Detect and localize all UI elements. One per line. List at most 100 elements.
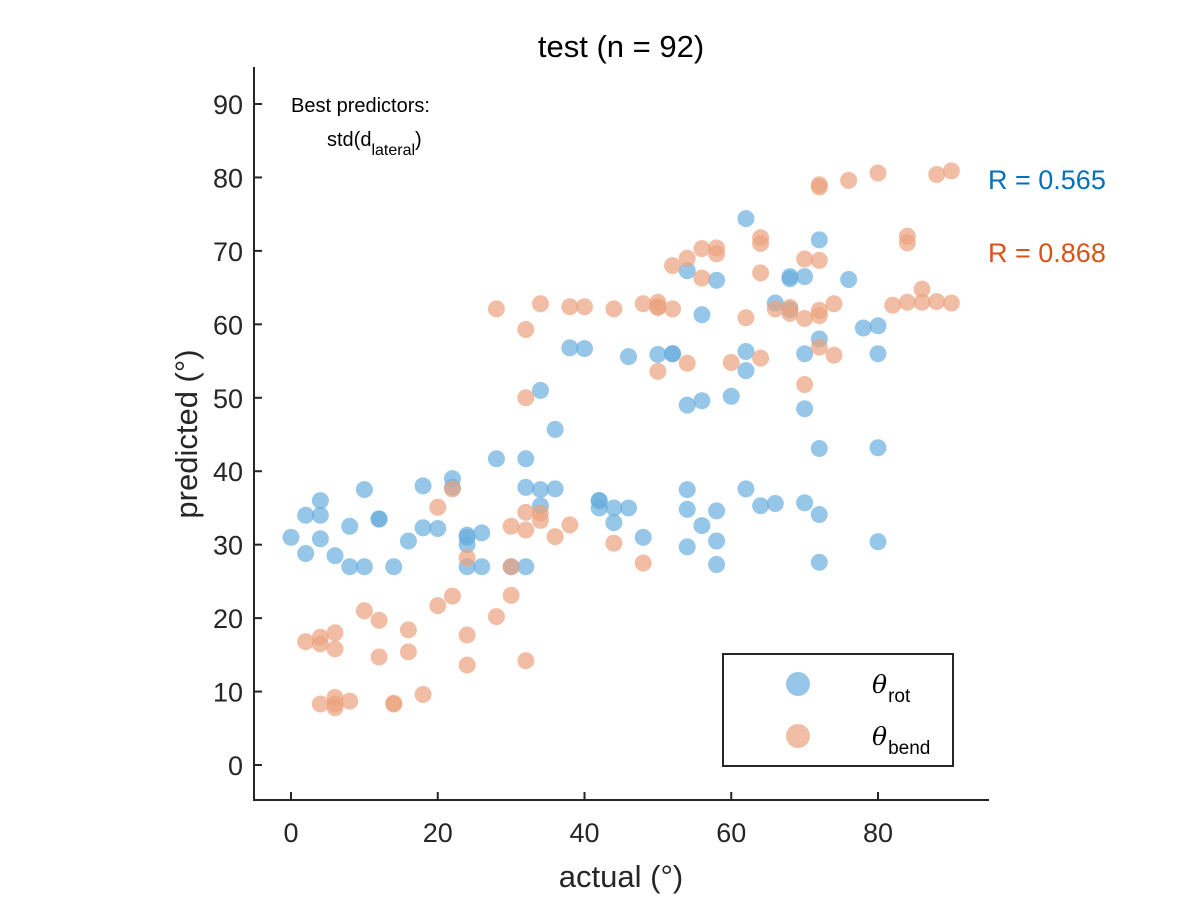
y-tick-label: 0 xyxy=(228,751,243,781)
x-tick-label: 0 xyxy=(283,818,298,848)
bend-point xyxy=(664,300,682,318)
rot-point xyxy=(708,532,726,550)
rot-point xyxy=(590,492,608,510)
rot-point xyxy=(796,268,814,286)
rot-point xyxy=(840,271,858,289)
rot-point xyxy=(722,387,740,405)
bend-point xyxy=(664,257,682,275)
bend-point xyxy=(297,633,315,651)
bend-point xyxy=(399,643,417,661)
rot-point xyxy=(414,477,432,495)
rot-point xyxy=(737,480,755,498)
rot-point xyxy=(796,400,814,418)
rot-point xyxy=(605,514,623,532)
rot-point xyxy=(693,517,711,535)
bend-point xyxy=(825,346,843,364)
bend-point xyxy=(311,695,329,713)
y-tick-label: 40 xyxy=(213,457,243,487)
rot-point xyxy=(634,528,652,546)
bend-point xyxy=(517,320,535,338)
rot-point xyxy=(531,481,549,499)
bend-point xyxy=(326,640,344,658)
bend-point xyxy=(487,608,505,626)
bend-point xyxy=(708,239,726,257)
rot-point xyxy=(473,524,491,542)
legend-box xyxy=(722,653,954,767)
rot-point xyxy=(311,530,329,548)
rot-point xyxy=(355,481,373,499)
rot-point xyxy=(678,481,696,499)
rot-point xyxy=(693,306,711,324)
bend-point xyxy=(913,280,931,298)
rot-point xyxy=(678,538,696,556)
rot-point xyxy=(297,544,315,562)
bend-point xyxy=(634,295,652,313)
rot-point xyxy=(531,381,549,399)
bend-point xyxy=(649,362,667,380)
bend-point xyxy=(576,298,593,316)
rot-point xyxy=(737,210,755,228)
legend-sub-bend: bend xyxy=(888,738,930,759)
bend-point xyxy=(370,648,388,666)
rot-point xyxy=(341,517,359,535)
rot-point xyxy=(311,506,329,524)
bend-point xyxy=(326,624,344,642)
rot-point xyxy=(781,268,799,286)
rot-point xyxy=(576,340,593,358)
rot-point xyxy=(473,558,491,576)
rot-point xyxy=(517,478,535,496)
bend-point xyxy=(869,164,887,182)
y-axis-label: predicted (°) xyxy=(169,349,204,518)
bend-point xyxy=(458,656,476,674)
rot-point xyxy=(869,345,887,363)
rot-point xyxy=(796,494,814,512)
series-bend xyxy=(297,162,960,717)
rot-point xyxy=(678,500,696,518)
rot-point xyxy=(810,231,828,249)
y-tick-label: 70 xyxy=(213,237,243,267)
bend-point xyxy=(326,688,344,706)
rot-point xyxy=(355,558,373,576)
bend-point xyxy=(913,293,931,311)
bend-point xyxy=(752,264,770,282)
bend-point xyxy=(898,227,916,245)
bend-point xyxy=(502,558,520,576)
rot-point xyxy=(810,506,828,524)
bend-point xyxy=(825,295,843,313)
legend-symbol-bend: θ xyxy=(872,722,887,751)
bend-point xyxy=(840,171,858,189)
bend-point xyxy=(737,309,755,327)
rot-point xyxy=(737,343,755,361)
bend-point xyxy=(429,498,447,516)
y-tick-label: 50 xyxy=(213,384,243,414)
y-tick-label: 10 xyxy=(213,678,243,708)
bend-point xyxy=(443,480,461,498)
rot-point xyxy=(854,319,872,337)
predictors-annotation: Best predictors: std(dlateral) xyxy=(291,95,430,159)
bend-point xyxy=(414,685,432,703)
series-rot xyxy=(282,210,887,576)
x-axis-label: actual (°) xyxy=(559,859,683,894)
bend-point xyxy=(928,166,946,184)
points-layer xyxy=(282,162,960,717)
rot-point xyxy=(752,497,770,515)
rot-point xyxy=(311,492,329,510)
bend-point xyxy=(884,296,902,314)
bend-point xyxy=(531,295,549,313)
rot-point xyxy=(297,506,315,524)
x-tick-label: 20 xyxy=(423,818,453,848)
annotation-line2: std(dlateral) xyxy=(327,129,422,159)
annotation-close: ) xyxy=(415,129,422,151)
bend-point xyxy=(443,587,461,605)
x-tick-label: 80 xyxy=(863,818,893,848)
bend-point xyxy=(517,503,535,521)
bend-point xyxy=(341,692,359,710)
bend-point xyxy=(517,652,535,670)
rot-point xyxy=(370,510,388,528)
bend-point xyxy=(810,338,828,356)
bend-point xyxy=(942,294,960,312)
annotation-main: std(d xyxy=(327,129,371,151)
legend-symbol-rot: θ xyxy=(872,670,887,699)
x-tick-label: 60 xyxy=(716,818,746,848)
rot-point xyxy=(517,450,535,468)
